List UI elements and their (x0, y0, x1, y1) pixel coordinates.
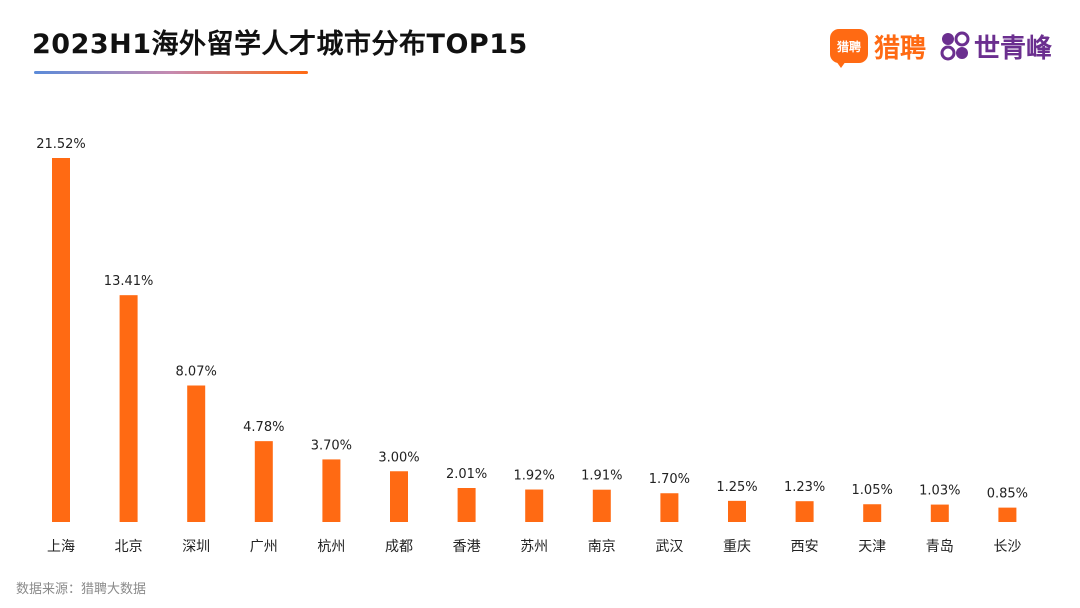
category-label-1: 上海 (47, 539, 75, 555)
data-label-5: 3.70% (311, 438, 352, 453)
data-label-11: 1.25% (716, 480, 757, 495)
liepin-logo-icon: 猎聘 (829, 29, 868, 68)
bar-3 (187, 385, 206, 522)
data-label-14: 1.03% (919, 484, 960, 499)
shiqingfeng-brand-name: 世青峰 (973, 33, 1052, 64)
data-label-3: 8.07% (176, 365, 217, 380)
data-label-6: 3.00% (378, 450, 419, 465)
bar-12 (795, 501, 814, 522)
data-label-13: 1.05% (852, 483, 893, 498)
bar-11 (728, 500, 746, 522)
category-label-6: 成都 (385, 539, 413, 555)
bar-7 (457, 488, 476, 522)
shiqingfeng-logo-icon (940, 31, 970, 61)
data-label-15: 0.85% (987, 487, 1028, 502)
category-label-14: 青岛 (926, 539, 954, 555)
bar-1 (52, 158, 70, 522)
category-label-10: 武汉 (655, 539, 683, 555)
bar-5 (322, 459, 341, 522)
category-label-13: 天津 (858, 539, 886, 555)
bar-10 (660, 493, 679, 522)
category-label-4: 广州 (250, 539, 278, 555)
data-label-10: 1.70% (649, 472, 690, 487)
category-label-15: 长沙 (993, 539, 1021, 555)
data-label-12: 1.23% (784, 480, 825, 495)
bar-2 (119, 295, 138, 522)
category-label-8: 苏州 (520, 539, 548, 555)
category-label-9: 南京 (588, 539, 616, 555)
bar-9 (592, 489, 611, 522)
category-label-2: 北京 (115, 539, 143, 555)
category-label-3: 深圳 (182, 539, 210, 555)
bar-6 (390, 471, 408, 522)
data-label-1: 21.52% (36, 137, 86, 152)
title-underline (34, 71, 308, 74)
data-label-8: 1.92% (514, 469, 555, 484)
category-label-5: 杭州 (317, 539, 345, 555)
data-label-4: 4.78% (243, 420, 284, 435)
data-label-7: 2.01% (446, 467, 487, 482)
liepin-brand-name: 猎聘 (873, 33, 926, 64)
data-source-note: 数据来源：猎聘大数据 (16, 582, 147, 597)
data-label-2: 13.41% (104, 274, 154, 289)
data-label-9: 1.91% (581, 469, 622, 484)
bar-13 (863, 504, 882, 522)
bar-8 (525, 489, 544, 522)
brand-logos: 猎聘 猎聘 世青峰 (829, 26, 1052, 68)
page-title: 2023H1海外留学人才城市分布TOP15 (32, 29, 528, 60)
category-label-11: 重庆 (723, 539, 751, 555)
bar-4 (254, 441, 273, 522)
category-label-12: 西安 (791, 539, 819, 555)
category-label-7: 香港 (453, 539, 481, 555)
bar-15 (998, 507, 1017, 522)
bar-14 (930, 504, 949, 522)
